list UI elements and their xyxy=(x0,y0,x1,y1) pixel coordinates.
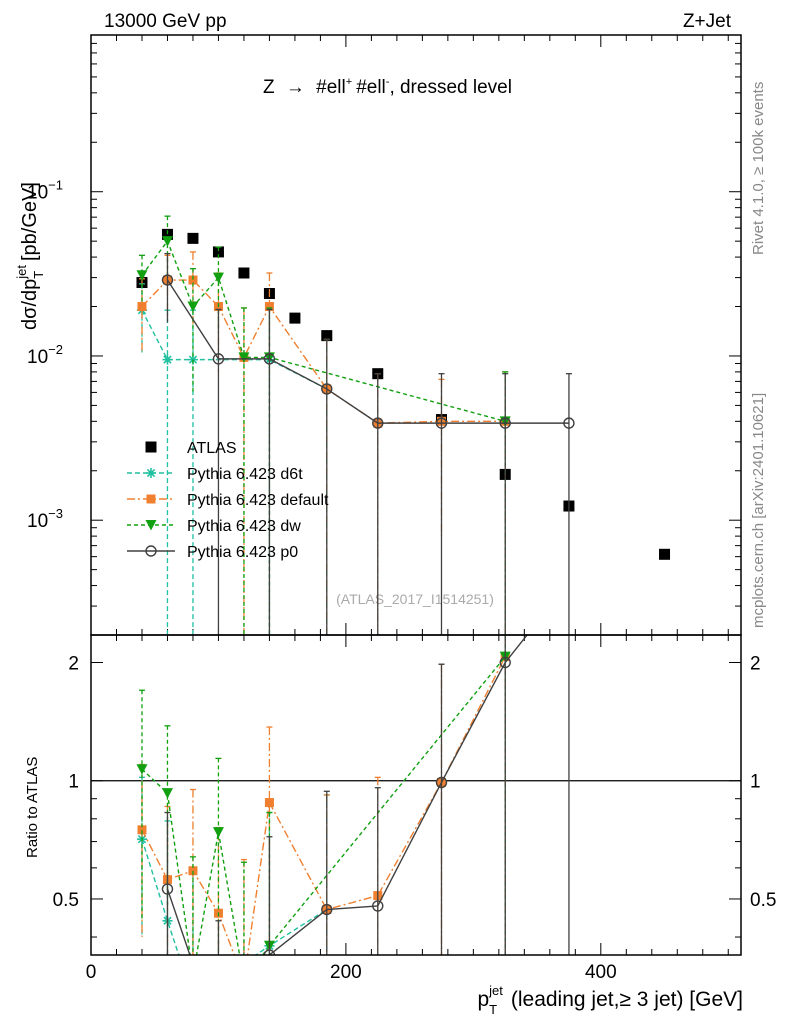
rivet-label: Rivet 4.1.0, ≥ 100k events xyxy=(750,82,767,255)
default-line xyxy=(141,279,506,424)
main-plot-data xyxy=(136,215,671,635)
legend-marker-d6t xyxy=(146,468,156,478)
ratio-frame xyxy=(90,634,742,956)
d6t-data-point xyxy=(162,354,173,365)
atlas-data-point xyxy=(212,246,224,258)
default-ratio-point xyxy=(239,976,248,985)
p0-ratio-point xyxy=(435,776,448,789)
dw-ratio-point xyxy=(187,970,198,981)
ratio-y-tick-label: 2 xyxy=(68,654,79,675)
p0-data-point xyxy=(321,383,333,395)
default-data-point xyxy=(188,275,198,285)
p0-ratio-point xyxy=(321,903,333,916)
default-ratio-point xyxy=(264,798,274,808)
p0-data-point xyxy=(563,417,575,429)
p0-ratio-line xyxy=(166,635,528,955)
mcplots-label: mcplots.cern.ch [arXiv:2401.10621] xyxy=(750,393,767,628)
plot-title: Z → #ell+ #ell-, dressed level xyxy=(263,76,512,98)
d6t-data-point xyxy=(187,354,198,365)
y-axis-label: dσ/dpTjet[pb/GeV] xyxy=(14,182,46,330)
default-ratio-point xyxy=(137,825,147,835)
default-ratio-point xyxy=(188,866,198,876)
ratio-y-tick-label-right: 0.5 xyxy=(750,890,776,911)
p0-ratio-point xyxy=(161,883,174,895)
atlas-data-point xyxy=(238,267,250,279)
x-tick-label: 200 xyxy=(330,962,362,983)
legend-marker-atlas xyxy=(145,441,157,453)
ratio-y-tick-label-right: 2 xyxy=(750,654,761,675)
y-tick-label: 10−1 xyxy=(27,178,63,204)
y-tick-label: 10−3 xyxy=(27,506,63,532)
x-tick-label: 0 xyxy=(86,962,97,983)
atlas-data-point xyxy=(289,312,301,324)
default-data-point xyxy=(264,302,274,312)
legend-label-atlas: ATLAS xyxy=(187,440,237,457)
default-data-point xyxy=(137,302,147,312)
p0-ratio-point xyxy=(372,900,384,912)
p0-line xyxy=(166,279,569,424)
p0-ratio-point xyxy=(499,656,511,669)
ratio-y-tick-label: 0.5 xyxy=(53,890,79,911)
ratio-y-axis-label: Ratio to ATLAS xyxy=(24,757,41,858)
dw-ratio-line xyxy=(141,656,506,955)
legend: ATLAS Pythia 6.423 d6t Pythia 6.423 defaul… xyxy=(127,440,329,561)
legend-label-default: Pythia 6.423 default xyxy=(187,492,329,509)
analysis-watermark: (ATLAS_2017_I1514251) xyxy=(336,591,494,607)
legend-label-dw: Pythia 6.423 dw xyxy=(187,518,301,535)
dw-ratio-point xyxy=(212,827,224,838)
dw-data-point xyxy=(238,352,250,363)
p0-data-point xyxy=(499,417,511,429)
ratio-plot-data xyxy=(136,635,570,1003)
dw-ratio-point xyxy=(136,764,148,775)
dw-data-point xyxy=(136,270,148,281)
p0-data-point xyxy=(212,353,225,365)
legend-label-p0: Pythia 6.423 p0 xyxy=(187,544,298,561)
dw-ratio-point xyxy=(161,788,173,799)
atlas-data-point xyxy=(321,330,333,342)
y-tick-label: 10−2 xyxy=(27,342,63,368)
default-ratio-line xyxy=(141,656,506,955)
header-energy: 13000 GeV pp xyxy=(104,11,227,32)
legend-marker-default xyxy=(146,494,156,504)
legend-label-d6t: Pythia 6.423 d6t xyxy=(187,466,303,483)
atlas-data-point xyxy=(161,228,173,240)
ratio-y-tick-label: 1 xyxy=(68,772,79,793)
p0-data-point xyxy=(161,274,174,286)
p0-data-point xyxy=(435,417,448,429)
atlas-data-point xyxy=(659,548,671,560)
x-axis-label: pTjet (leading jet,≥ 3 jet) [GeV] xyxy=(477,983,743,1017)
atlas-data-point xyxy=(187,232,199,244)
ratio-y-tick-label-right: 1 xyxy=(750,772,761,793)
dw-data-point xyxy=(187,301,199,313)
dw-data-point xyxy=(212,272,224,284)
dw-ratio-point xyxy=(238,976,249,987)
p0-data-point xyxy=(372,417,384,429)
p0-ratio-point xyxy=(263,949,276,955)
x-tick-label: 400 xyxy=(585,962,617,983)
legend-marker-p0 xyxy=(145,545,157,557)
p0-data-point xyxy=(263,353,276,365)
d6t-ratio-point xyxy=(188,993,198,1003)
header-process: Z+Jet xyxy=(683,11,732,32)
d6t-ratio-line xyxy=(141,838,328,955)
legend-marker-dw xyxy=(145,520,157,531)
dw-data-point xyxy=(161,236,173,247)
